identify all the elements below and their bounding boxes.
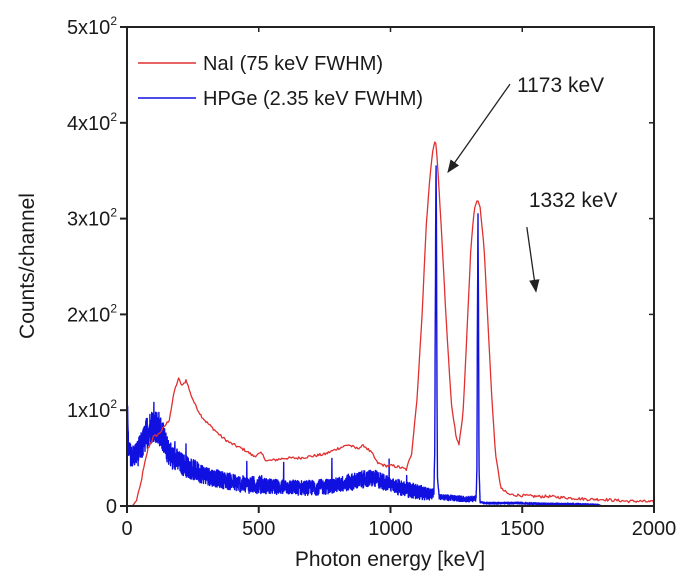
y-tick-label: 0 (106, 496, 117, 518)
x-tick-label: 500 (242, 518, 275, 540)
y-tick-label: 1x102 (67, 397, 117, 422)
annotation-arrow (526, 227, 540, 293)
annotation-label: 1173 keV (517, 74, 604, 97)
series-line-nai (127, 141, 654, 506)
legend-label-hpge: HPGe (2.35 keV FWHM) (203, 88, 423, 110)
y-tick-label: 2x102 (67, 301, 117, 326)
legend: NaI (75 keV FWHM) HPGe (2.35 keV FWHM) (138, 53, 423, 110)
y-axis-title: Counts/channel (16, 193, 39, 339)
legend-label-nai: NaI (75 keV FWHM) (203, 53, 383, 75)
y-tick-label: 5x102 (67, 14, 117, 39)
x-tick-label: 1500 (500, 518, 545, 540)
x-tick-label: 2000 (632, 518, 677, 540)
series-line-hpge (127, 165, 602, 506)
annotation-arrow (447, 83, 511, 174)
series-layer (127, 141, 654, 506)
x-axis: 0 500 1000 1500 2000 (121, 27, 676, 540)
annotations: 1173 keV 1332 keV (447, 74, 618, 293)
x-tick-label: 0 (121, 518, 132, 540)
y-axis: 0 1x102 2x102 3x102 4x102 5x102 (67, 14, 654, 518)
y-tick-label: 3x102 (67, 206, 117, 231)
x-tick-label: 1000 (368, 518, 413, 540)
y-tick-label: 4x102 (67, 110, 117, 135)
annotation-label: 1332 keV (529, 189, 618, 212)
x-axis-title: Photon energy [keV] (295, 548, 485, 571)
